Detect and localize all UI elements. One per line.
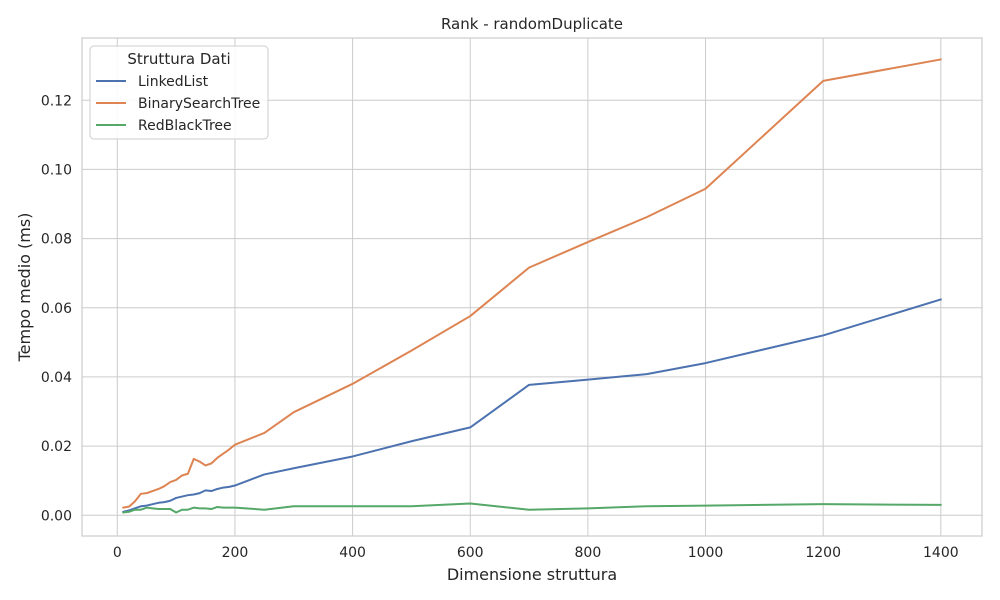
y-axis-title: Tempo medio (ms) [15,213,34,363]
y-tick-label: 0.12 [41,93,72,109]
y-tick-label: 0.04 [41,370,72,386]
x-axis-ticks: 0 200 400 600 800 1000 1200 1400 [113,545,959,561]
y-tick-label: 0.02 [41,439,72,455]
legend: Struttura Dati LinkedList BinarySearchTre… [89,45,269,140]
series-line-redblacktree [122,502,942,514]
legend-label-binarysearchtree: BinarySearchTree [138,96,260,112]
chart-title: Rank - randomDuplicate [441,15,623,33]
legend-label-redblacktree: RedBlackTree [138,118,232,134]
x-tick-label: 600 [457,545,484,561]
series-layer [122,58,942,514]
x-tick-label: 200 [222,545,249,561]
y-axis-ticks: 0.00 0.02 0.04 0.06 0.08 0.10 0.12 [41,93,72,524]
legend-box [89,45,269,140]
y-tick-label: 0.00 [41,508,72,524]
y-tick-label: 0.06 [41,301,72,317]
x-tick-label: 1200 [805,545,841,561]
legend-label-linkedlist: LinkedList [138,74,209,90]
grid [82,38,982,536]
x-tick-label: 1000 [688,545,724,561]
y-tick-label: 0.10 [41,162,72,178]
x-tick-label: 800 [575,545,602,561]
legend-items: LinkedList BinarySearchTree RedBlackTree [96,74,260,134]
legend-title: Struttura Dati [127,50,230,68]
plot-frame [81,37,983,537]
x-tick-label: 0 [113,545,122,561]
series-line-linkedlist [122,298,942,513]
series-line-binarysearchtree [122,58,942,509]
x-tick-label: 1400 [923,545,959,561]
x-tick-label: 400 [339,545,366,561]
x-axis-title: Dimensione struttura [447,565,617,584]
y-tick-label: 0.08 [41,232,72,248]
